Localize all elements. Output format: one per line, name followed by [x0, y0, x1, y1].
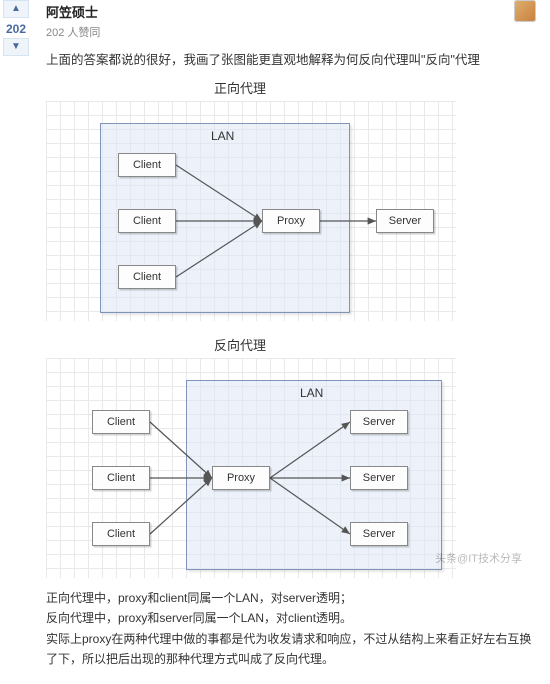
forward-proxy-diagram: LAN Client Client Client Proxy Server: [46, 101, 456, 321]
note-line-3: 实际上proxy在两种代理中做的事都是代为收发请求和响应，不过从结构上来看正好左…: [46, 629, 536, 670]
note-line-2: 反向代理中，proxy和server同属一个LAN，对client透明。: [46, 608, 536, 628]
client-node: Client: [118, 153, 176, 177]
proxy-node: Proxy: [262, 209, 320, 233]
server-node: Server: [350, 466, 408, 490]
explanation-notes: 正向代理中，proxy和client同属一个LAN，对server透明； 反向代…: [46, 588, 536, 670]
vote-count: 202: [0, 20, 32, 38]
diagram1-title: 正向代理: [214, 78, 536, 97]
client-node: Client: [118, 209, 176, 233]
server-node: Server: [350, 410, 408, 434]
upvote-button[interactable]: ▲: [3, 0, 29, 18]
client-node: Client: [92, 522, 150, 546]
note-line-1: 正向代理中，proxy和client同属一个LAN，对server透明；: [46, 588, 536, 608]
likes-text: 202 人赞同: [46, 24, 536, 40]
downvote-button[interactable]: ▼: [3, 38, 29, 56]
avatar[interactable]: [514, 0, 536, 22]
client-node: Client: [92, 410, 150, 434]
client-node: Client: [92, 466, 150, 490]
client-node: Client: [118, 265, 176, 289]
proxy-node: Proxy: [212, 466, 270, 490]
answer-intro: 上面的答案都说的很好，我画了张图能更直观地解释为何反向代理叫"反向"代理: [46, 50, 536, 70]
diagram2-title: 反向代理: [214, 335, 536, 354]
lan-label: LAN: [300, 386, 323, 400]
lan-label: LAN: [211, 129, 234, 143]
server-node: Server: [376, 209, 434, 233]
author-name[interactable]: 阿笠硕士: [46, 2, 98, 21]
server-node: Server: [350, 522, 408, 546]
reverse-proxy-diagram: LAN Client Client Client Proxy Server Server Se…: [46, 358, 456, 578]
